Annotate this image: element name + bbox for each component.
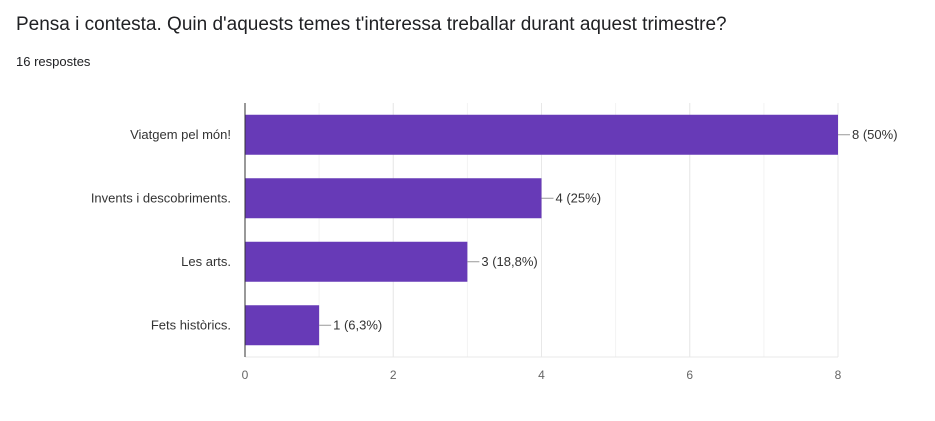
x-tick-label: 6 bbox=[686, 368, 693, 382]
x-tick-label: 2 bbox=[390, 368, 397, 382]
response-count: 16 respostes bbox=[16, 54, 91, 69]
data-label: 1 (6,3%) bbox=[333, 317, 382, 332]
category-label: Fets històrics. bbox=[151, 317, 231, 332]
x-tick-label: 8 bbox=[835, 368, 842, 382]
data-label: 8 (50%) bbox=[852, 127, 898, 142]
data-label: 4 (25%) bbox=[556, 190, 602, 205]
bar bbox=[245, 114, 838, 155]
bar bbox=[245, 241, 468, 282]
bar bbox=[245, 305, 320, 346]
x-tick-label: 0 bbox=[242, 368, 249, 382]
category-label: Viatgem pel món! bbox=[130, 127, 231, 142]
category-label: Les arts. bbox=[181, 254, 231, 269]
data-label: 3 (18,8%) bbox=[481, 254, 537, 269]
category-label: Invents i descobriments. bbox=[91, 190, 231, 205]
bar bbox=[245, 178, 542, 219]
x-tick-label: 4 bbox=[538, 368, 545, 382]
question-title: Pensa i contesta. Quin d'aquests temes t… bbox=[16, 14, 727, 35]
